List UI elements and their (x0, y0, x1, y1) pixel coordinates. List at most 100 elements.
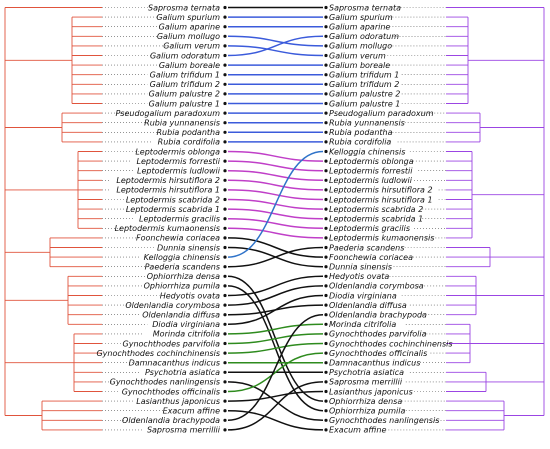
connector-oldenlandia-brachypoda (227, 313, 324, 422)
right-taxon-label: Galium verum (329, 51, 386, 60)
right-taxon-label: Ophiorrhiza densa (329, 397, 402, 406)
left-taxon-label: Galium aparine (159, 23, 220, 32)
connector-diodia-virginiana (227, 294, 324, 326)
left-taxon-label: Galium palustre 2 (149, 90, 220, 99)
right-tip-dot (324, 418, 328, 422)
right-tip-dot (324, 351, 328, 355)
left-tip-dot (223, 169, 227, 173)
right-taxon-label: Galium palustre 1 (329, 99, 400, 108)
right-tip-dot (324, 380, 328, 384)
left-tip-dot (223, 217, 227, 221)
left-taxon-label: Gynochthodes cochinchinensis (96, 349, 220, 358)
right-tip-dot (324, 236, 328, 240)
left-taxon-label: Gynochthodes parvifolia (123, 339, 221, 348)
right-tip-dot (324, 121, 328, 125)
right-taxon-label: Leptodermis hirsutiflora 1 (329, 195, 433, 204)
connector-foonchewia-coriacea (227, 237, 324, 258)
right-tip-dot (324, 178, 328, 182)
right-taxon-label: Rubia cordifolia (329, 138, 391, 147)
connector-oldenlandia-corymbosa (227, 285, 324, 306)
connector-paederia-scandens (227, 246, 324, 268)
connector-gynochthodes-officinalis (227, 352, 324, 393)
connector-leptodermis-forrestii (227, 160, 324, 172)
left-taxon-label: Hedyotis ovata (160, 291, 220, 300)
connector-kelloggia-chinensis (227, 150, 324, 258)
left-taxon-label: Galium spurium (156, 13, 220, 22)
left-taxon-label: Rubia cordifolia (158, 138, 220, 147)
left-tip-dot (223, 15, 227, 19)
right-tip-dot (324, 428, 328, 432)
right-taxon-label: Foonchewia coriacea (329, 253, 413, 262)
right-tip-dot (324, 207, 328, 211)
right-tip-dot (324, 303, 328, 307)
left-taxon-label: Damnacanthus indicus (129, 359, 220, 368)
left-taxon-label: Rubia podantha (156, 128, 220, 137)
left-tip-dot (223, 255, 227, 259)
right-tip-dot (324, 293, 328, 298)
right-taxon-label: Leptodermis scabrida 2 (329, 205, 423, 214)
left-tip-dot (223, 140, 227, 144)
right-tip-dot (324, 217, 328, 221)
left-taxon-label: Oldenlandia corymbosa (125, 301, 220, 310)
connector-galium-odoratum (227, 35, 324, 57)
right-taxon-label: Rubia yunnanensis (329, 119, 405, 128)
left-taxon-label: Leptodermis scabrida 2 (126, 195, 220, 204)
right-tip-dot (324, 274, 328, 278)
left-tip-dot (223, 197, 227, 202)
right-tip-dot (324, 332, 328, 336)
connector-morinda-citrifolia (227, 323, 324, 335)
right-tip-dot (324, 140, 328, 144)
connector-leptodermis-gracilis (227, 217, 324, 230)
left-tip-dot (223, 303, 227, 307)
left-tip-dot (223, 293, 227, 298)
left-tip-dot (223, 313, 227, 317)
left-tip-dot (223, 188, 227, 192)
left-tip-dot (223, 332, 227, 336)
right-tip-dot (324, 53, 328, 58)
left-tip-dot (223, 245, 227, 250)
left-tip-dot (223, 34, 227, 38)
left-tip-dot (223, 274, 227, 278)
right-taxon-label: Exacum affine (329, 426, 386, 435)
left-taxon-label: Leptodermis ludlowii (137, 167, 221, 176)
left-taxon-label: Morinda citrifolia (153, 330, 220, 339)
left-phylogenetic-tree (4, 7, 102, 431)
left-taxon-label: Exacum affine (163, 407, 220, 416)
right-taxon-label: Galium odoratum (329, 32, 399, 41)
left-tip-dot (223, 63, 227, 67)
connector-leptodermis-hirsutiflora-2 (227, 179, 324, 191)
right-taxon-label: Gynochthodes nanlingensis (329, 416, 439, 425)
left-taxon-label: Galium verum (163, 42, 220, 51)
right-taxon-label: Saprosma ternata (329, 3, 401, 12)
left-tip-dot (223, 5, 227, 10)
left-taxon-label: Saprosma ternata (148, 3, 220, 12)
right-taxon-label: Rubia podantha (329, 128, 393, 137)
left-tip-dot (223, 159, 227, 163)
right-tip-dot (324, 82, 328, 86)
left-tip-dot (223, 322, 227, 326)
right-tip-dot (324, 255, 328, 259)
left-tip-dot (223, 73, 227, 77)
right-taxon-label: Dunnia sinensis (329, 263, 392, 272)
left-taxon-label: Galium mollugo (157, 32, 220, 41)
left-tip-dot (223, 351, 227, 355)
right-taxon-label: Oldenlandia brachypoda (329, 311, 427, 320)
left-taxon-label: Leptodermis hirsutiflora 1 (116, 186, 220, 195)
right-taxon-label: Paederia scandens (329, 243, 404, 252)
right-tip-dot (324, 169, 328, 173)
connector-gynochthodes-parvifolia (227, 333, 324, 345)
left-taxon-label: Kelloggia chinensis (144, 253, 220, 262)
right-tip-dot (324, 92, 328, 96)
right-taxon-label: Pseudogalium paradoxum (329, 109, 434, 118)
connector-saprosma-merrillii (227, 381, 324, 431)
left-tip-dot (223, 207, 227, 211)
left-taxon-label: Ophiorrhiza pumila (144, 282, 220, 291)
right-tip-dot (324, 111, 328, 115)
left-taxon-label: Leptodermis oblonga (135, 147, 220, 156)
right-taxon-label: Galium mollugo (329, 42, 392, 51)
left-taxon-label: Galium trifidum 2 (150, 80, 220, 89)
left-taxon-label: Lasianthus japonicus (136, 397, 220, 406)
connector-gynochthodes-nanlingensis (227, 381, 324, 422)
right-tip-dot (324, 313, 328, 317)
left-tip-dot (223, 389, 227, 394)
